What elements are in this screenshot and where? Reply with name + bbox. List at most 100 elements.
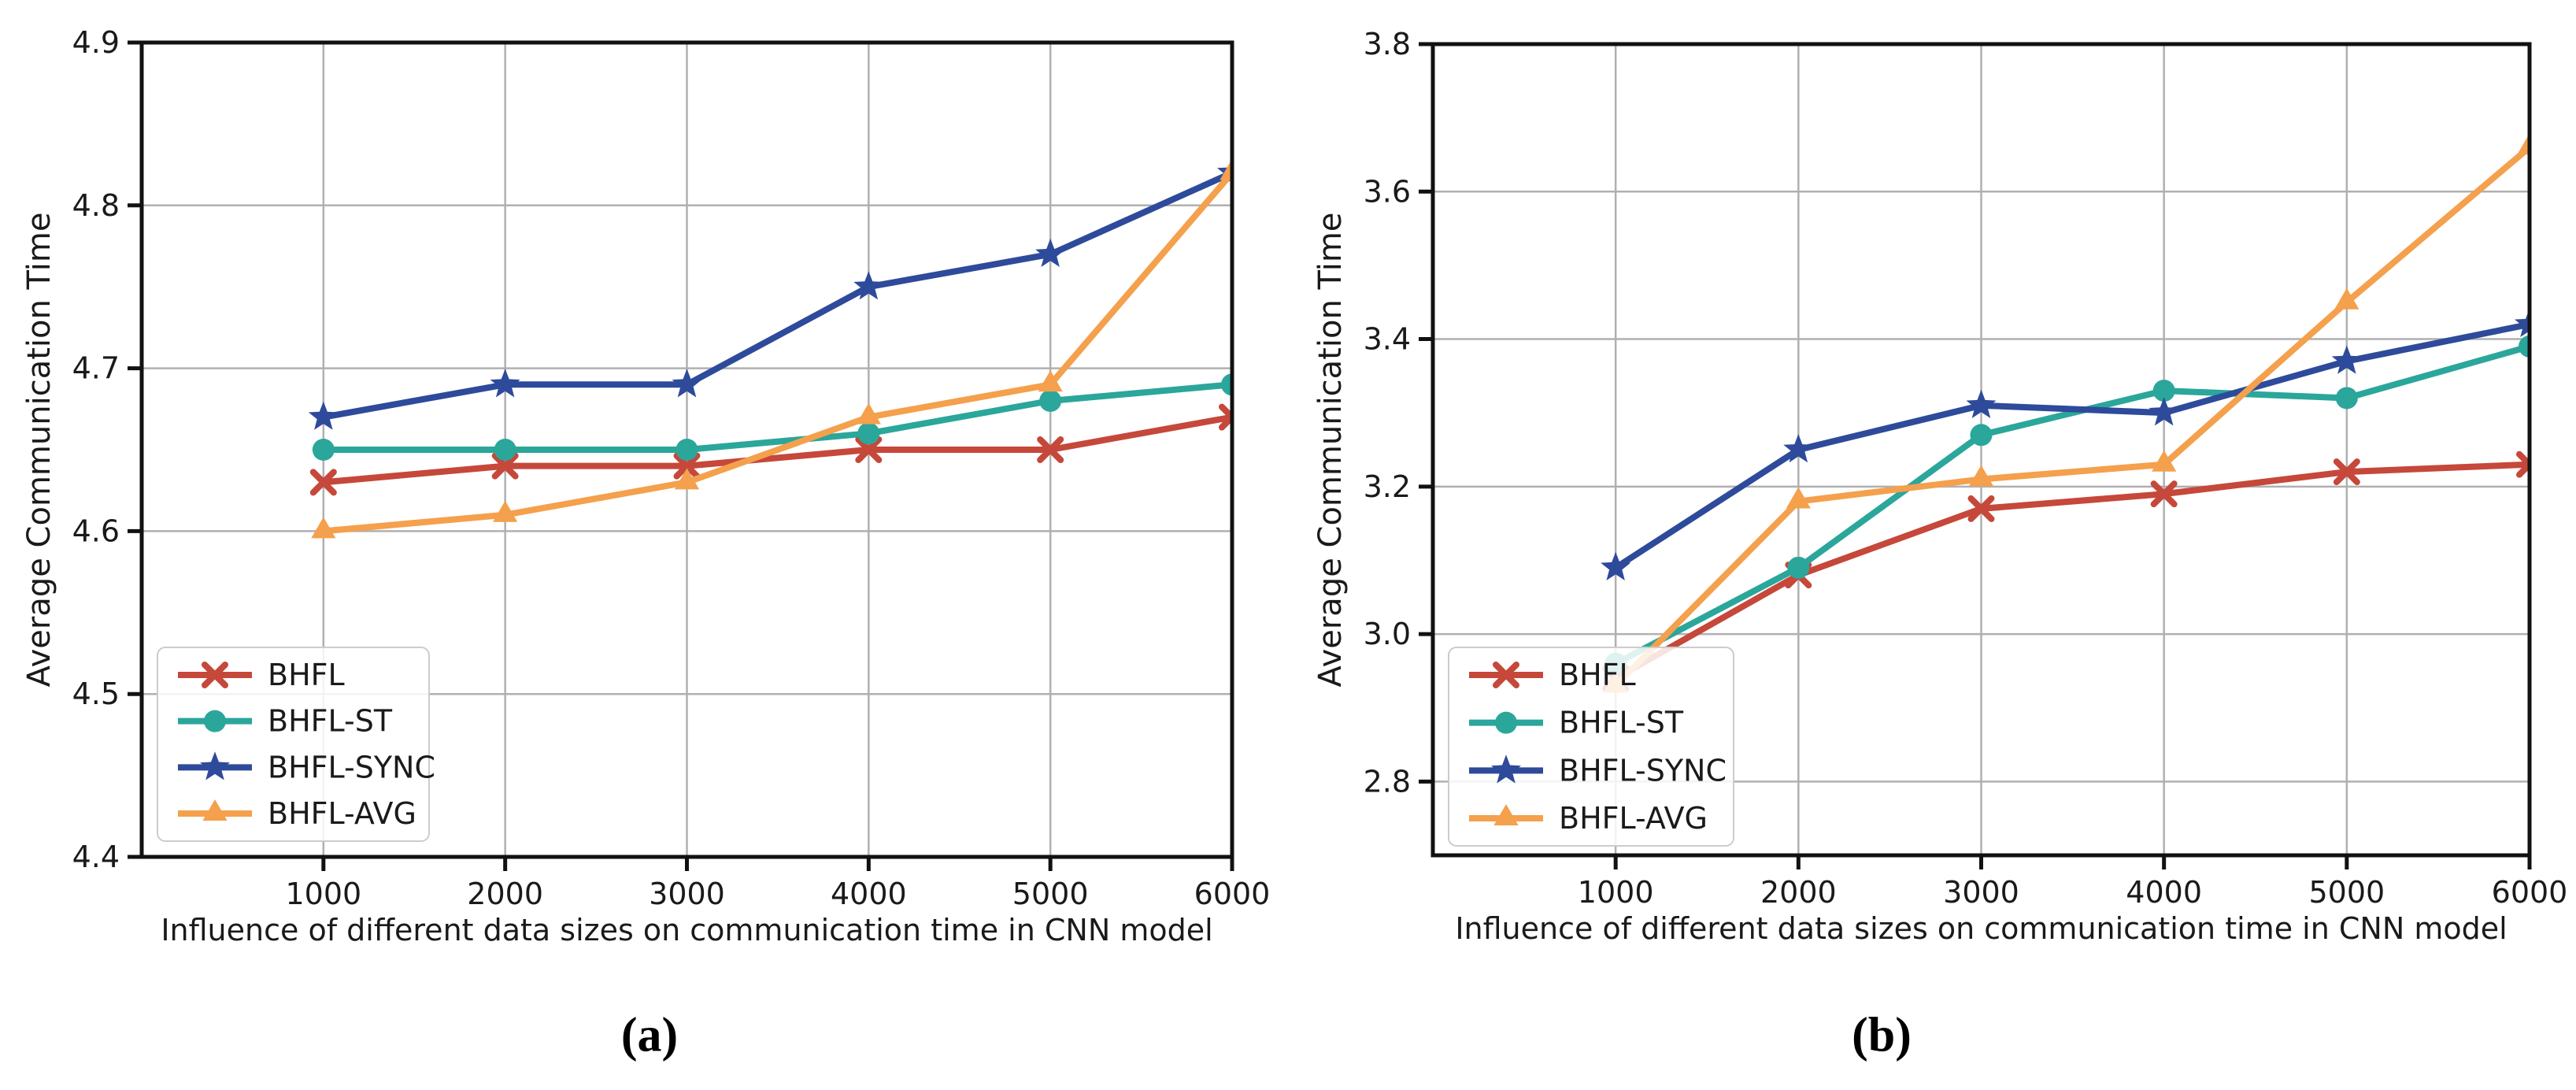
marker-star <box>1601 551 1631 580</box>
caption-b: (b) <box>1852 1008 1912 1062</box>
marker-star <box>1783 434 1814 463</box>
legend-item-BHFL-SYNC: BHFL-SYNC <box>178 750 435 784</box>
y-axis-label: Average Communication Time <box>1312 213 1349 688</box>
series-line <box>323 170 1232 535</box>
marker-x <box>1493 662 1519 688</box>
series-line <box>323 413 1232 486</box>
marker-triangle <box>493 500 518 522</box>
x-tick-label: 2000 <box>1760 875 1837 910</box>
legend-item-BHFL-AVG: BHFL-AVG <box>1469 801 1708 836</box>
marker-x <box>1967 495 1995 522</box>
marker-star <box>1491 754 1521 784</box>
marker-circle <box>204 710 226 732</box>
legend-label: BHFL-SYNC <box>268 750 435 784</box>
marker-x <box>202 662 228 688</box>
series-line <box>1613 321 2530 571</box>
marker-circle <box>2519 335 2530 358</box>
marker-x <box>1037 436 1064 463</box>
legend-label: BHFL <box>1559 658 1636 692</box>
chart-panel-b: 2.8 3.0 3.2 3.4 3.6 3.8 1000 2000 3000 4000 5000 60… <box>1312 27 2567 946</box>
x-tick-label: 4000 <box>831 877 907 911</box>
series-BHFL-ST <box>312 373 1232 461</box>
legend-label: BHFL-SYNC <box>1559 753 1727 788</box>
legend-item-BHFL-ST: BHFL-ST <box>178 704 393 739</box>
y-axis-label: Average Communication Time <box>21 213 57 688</box>
marker-triangle <box>856 402 881 425</box>
marker-x <box>2516 450 2530 478</box>
marker-triangle <box>674 468 700 490</box>
y-tick-label: 4.9 <box>72 25 120 60</box>
marker-x <box>673 452 701 480</box>
x-tick-label: 1000 <box>285 877 361 911</box>
series-BHFL-SYNC <box>1601 308 2530 580</box>
series-BHFL <box>1602 450 2530 692</box>
y-tick-label: 2.8 <box>1364 764 1411 799</box>
marker-circle <box>312 439 335 461</box>
y-tick-label: 3.4 <box>1364 322 1411 357</box>
marker-triangle <box>202 799 228 821</box>
marker-star <box>2331 345 2362 374</box>
legend: BHFL BHFL-ST BHFL-SYNC BHFL-AVG <box>157 647 435 842</box>
marker-circle <box>1495 711 1517 734</box>
marker-triangle <box>1786 487 1811 509</box>
series-BHFL-ST <box>1604 335 2530 675</box>
marker-x <box>309 469 337 496</box>
marker-triangle <box>1038 370 1063 392</box>
marker-x <box>855 436 883 463</box>
marker-triangle <box>1968 465 1994 487</box>
marker-star <box>672 369 702 398</box>
x-tick-label: 2000 <box>467 877 543 911</box>
x-tick-label: 3000 <box>649 877 725 911</box>
legend-box <box>1448 647 1734 847</box>
legend: BHFL BHFL-ST BHFL-SYNC BHFL-AVG <box>1448 647 1734 847</box>
series-line <box>323 169 1232 421</box>
x-tick-label: 5000 <box>2308 875 2385 910</box>
marker-circle <box>2152 380 2175 402</box>
marker-circle <box>1221 373 1232 396</box>
x-tick-label: 1000 <box>1578 875 1654 910</box>
marker-star <box>200 751 230 780</box>
marker-x <box>1219 403 1232 431</box>
legend-label: BHFL-AVG <box>268 796 416 831</box>
y-tick-label: 3.2 <box>1364 469 1411 504</box>
legend-item-BHFL-SYNC: BHFL-SYNC <box>1469 753 1727 788</box>
marker-triangle <box>1493 804 1519 825</box>
marker-star <box>853 271 884 300</box>
ticks <box>128 40 1234 871</box>
x-tick-label: 6000 <box>2492 875 2568 910</box>
series-line <box>1614 461 2530 681</box>
x-axis-label: Influence of different data sizes on com… <box>161 913 1212 947</box>
series-line <box>1614 343 2530 667</box>
marker-star <box>2149 397 2179 426</box>
marker-x <box>491 452 519 480</box>
caption-a: (a) <box>620 1008 679 1062</box>
x-tick-label: 3000 <box>1943 875 2019 910</box>
legend-box <box>157 647 430 842</box>
legend-label: BHFL-ST <box>1559 706 1684 740</box>
marker-circle <box>2335 387 2358 410</box>
y-tick-label: 3.6 <box>1364 174 1411 209</box>
marker-x <box>2333 458 2360 486</box>
series-group <box>1601 133 2530 693</box>
marker-circle <box>1787 556 1810 579</box>
legend-label: BHFL-AVG <box>1559 801 1708 836</box>
y-tick-label: 4.8 <box>72 188 120 223</box>
marker-circle <box>1039 389 1062 412</box>
marker-star <box>1035 238 1066 267</box>
legend-item-BHFL: BHFL <box>1469 658 1636 692</box>
series-line <box>323 381 1232 453</box>
legend-item-BHFL-AVG: BHFL-AVG <box>178 796 416 831</box>
marker-circle <box>675 439 698 461</box>
x-tick-label: 4000 <box>2126 875 2202 910</box>
series-BHFL <box>309 403 1232 496</box>
y-tick-label: 4.7 <box>72 351 120 386</box>
marker-star <box>490 369 520 398</box>
marker-x <box>2150 480 2178 508</box>
x-tick-label: 5000 <box>1012 877 1089 911</box>
chart-panel-a: 4.4 4.5 4.6 4.7 4.8 4.9 1000 2000 3000 4000 5000 60… <box>21 25 1270 947</box>
series-group <box>308 157 1232 539</box>
ticks <box>1419 42 2532 869</box>
marker-star <box>308 401 339 430</box>
marker-circle <box>1970 424 1993 447</box>
marker-triangle <box>2334 287 2359 310</box>
